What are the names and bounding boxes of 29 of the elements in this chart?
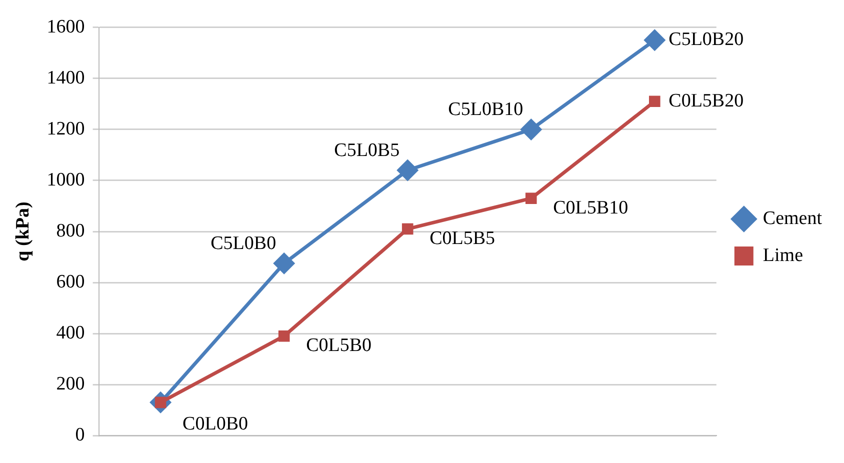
- data-label: C5L0B20: [668, 29, 744, 50]
- data-label: C5L0B0: [210, 232, 276, 254]
- data-label: C5L0B5: [334, 140, 400, 161]
- data-label: C0L5B10: [553, 197, 628, 218]
- y-tick-label: 0: [75, 424, 85, 446]
- y-tick-label: 1200: [46, 118, 85, 140]
- y-tick-label: 1600: [46, 16, 85, 38]
- point: [396, 159, 419, 182]
- legend-label: Cement: [762, 208, 823, 229]
- data-label: C0L5B20: [668, 90, 744, 112]
- y-tick-label: 1000: [46, 169, 85, 190]
- point: [648, 96, 660, 108]
- y-tick-label: 200: [56, 374, 85, 395]
- legend-label: Lime: [762, 244, 804, 266]
- data-label: C0L5B5: [430, 228, 496, 249]
- point: [402, 223, 414, 235]
- point: [644, 29, 666, 52]
- data-label: C0L0B0: [182, 413, 248, 434]
- data-label: C0L5B0: [306, 335, 372, 356]
- y-tick-label: 800: [56, 220, 85, 242]
- y-tick-label: 400: [56, 322, 85, 344]
- y-tick-label: 1400: [46, 67, 85, 88]
- point: [273, 252, 296, 274]
- data-label: C5L0B10: [448, 98, 524, 120]
- y-tick-label: 600: [56, 272, 85, 293]
- point: [525, 192, 537, 204]
- point: [278, 330, 290, 342]
- y-axis-title: q (kPa): [12, 202, 34, 262]
- point: [520, 118, 542, 140]
